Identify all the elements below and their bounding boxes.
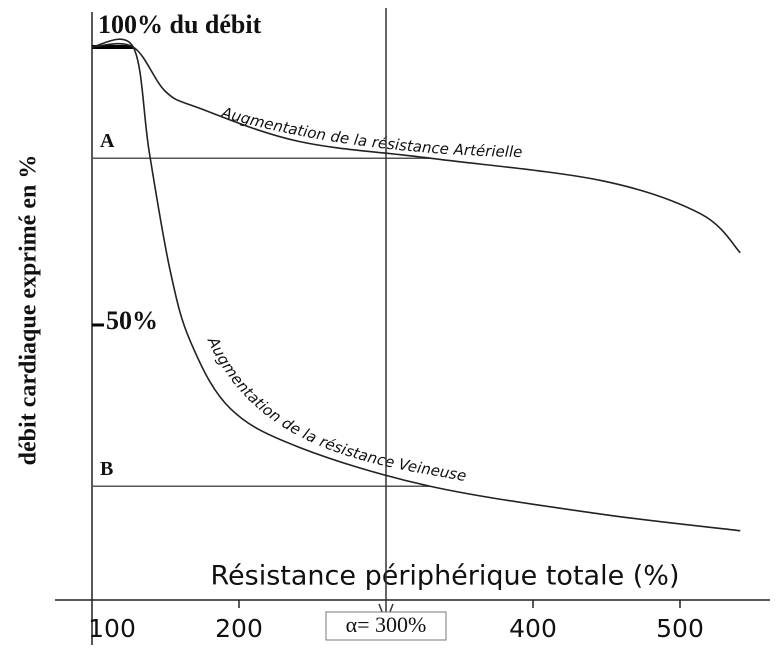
- y-axis-title: débit cardiaque exprimé en %: [16, 155, 42, 466]
- series-line: [91, 38, 741, 532]
- x-tick-label: 400: [509, 614, 557, 643]
- x-tick-label: 200: [215, 614, 263, 643]
- x-axis-title: Résistance périphérique totale (%): [211, 561, 680, 592]
- y-tick-label: 100% du débit: [98, 10, 262, 39]
- y-tick-label: 50%: [106, 306, 158, 335]
- series-label-text: Augmentation de la résistance Veineuse: [204, 333, 468, 485]
- marker-box: [325, 611, 447, 641]
- x-tick-label: 100: [88, 614, 136, 643]
- reference-label: B: [100, 458, 113, 480]
- marker-label: α= 300%: [346, 612, 427, 637]
- reference-label: A: [100, 130, 115, 152]
- series-line: [91, 42, 741, 254]
- series-label: Augmentation de la résistance Veineuse: [204, 333, 468, 485]
- x-tick-label: 500: [656, 614, 704, 643]
